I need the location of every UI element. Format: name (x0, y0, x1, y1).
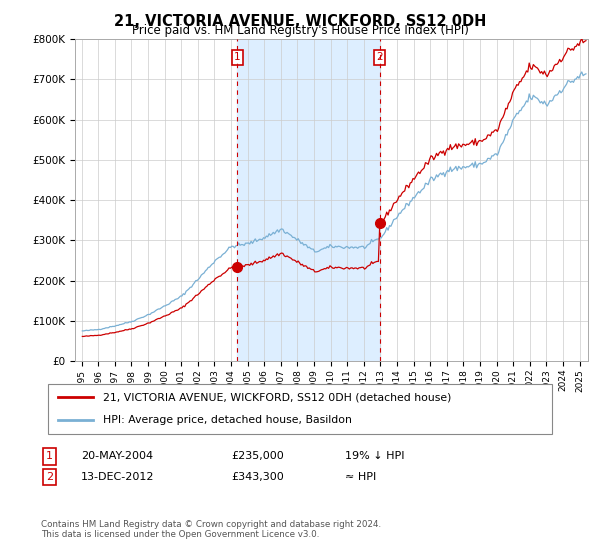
Text: 2: 2 (46, 472, 53, 482)
FancyBboxPatch shape (48, 384, 552, 434)
Text: £235,000: £235,000 (231, 451, 284, 461)
Text: ≈ HPI: ≈ HPI (345, 472, 376, 482)
Text: 1: 1 (234, 52, 241, 62)
Text: 19% ↓ HPI: 19% ↓ HPI (345, 451, 404, 461)
Text: 13-DEC-2012: 13-DEC-2012 (81, 472, 155, 482)
Text: Price paid vs. HM Land Registry's House Price Index (HPI): Price paid vs. HM Land Registry's House … (131, 24, 469, 37)
Text: 1: 1 (46, 451, 53, 461)
Text: HPI: Average price, detached house, Basildon: HPI: Average price, detached house, Basi… (103, 415, 352, 425)
Text: 20-MAY-2004: 20-MAY-2004 (81, 451, 153, 461)
Text: 2: 2 (376, 52, 383, 62)
Bar (237, 39, 380, 361)
Text: 21, VICTORIA AVENUE, WICKFORD, SS12 0DH: 21, VICTORIA AVENUE, WICKFORD, SS12 0DH (114, 14, 486, 29)
Text: £343,300: £343,300 (231, 472, 284, 482)
Text: 21, VICTORIA AVENUE, WICKFORD, SS12 0DH (detached house): 21, VICTORIA AVENUE, WICKFORD, SS12 0DH … (103, 392, 452, 402)
Text: Contains HM Land Registry data © Crown copyright and database right 2024.
This d: Contains HM Land Registry data © Crown c… (41, 520, 381, 539)
